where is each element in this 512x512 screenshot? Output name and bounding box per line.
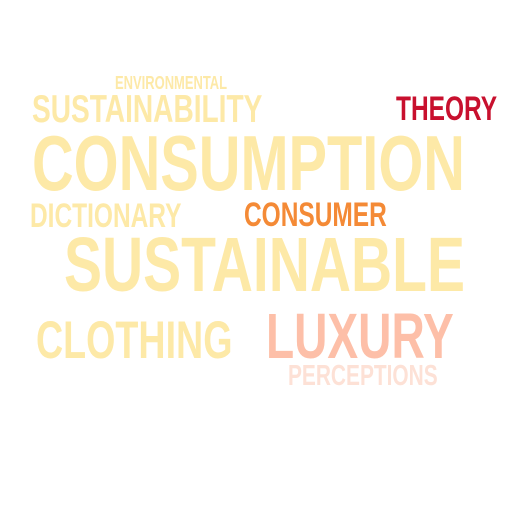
word-consumption: CONSUMPTION [32, 119, 465, 207]
word-clothing: CLOTHING [36, 311, 233, 370]
word-theory: THEORY [396, 90, 498, 128]
word-consumer: CONSUMER [244, 196, 387, 234]
word-dictionary: DICTIONARY [30, 197, 182, 235]
word-luxury: LUXURY [266, 300, 454, 372]
word-perceptions: PERCEPTIONS [288, 360, 438, 392]
word-environmental: ENVIRONMENTAL [115, 73, 228, 93]
word-sustainable: SUSTAINABLE [64, 222, 465, 308]
word-sustainability: SUSTAINABILITY [32, 88, 263, 131]
